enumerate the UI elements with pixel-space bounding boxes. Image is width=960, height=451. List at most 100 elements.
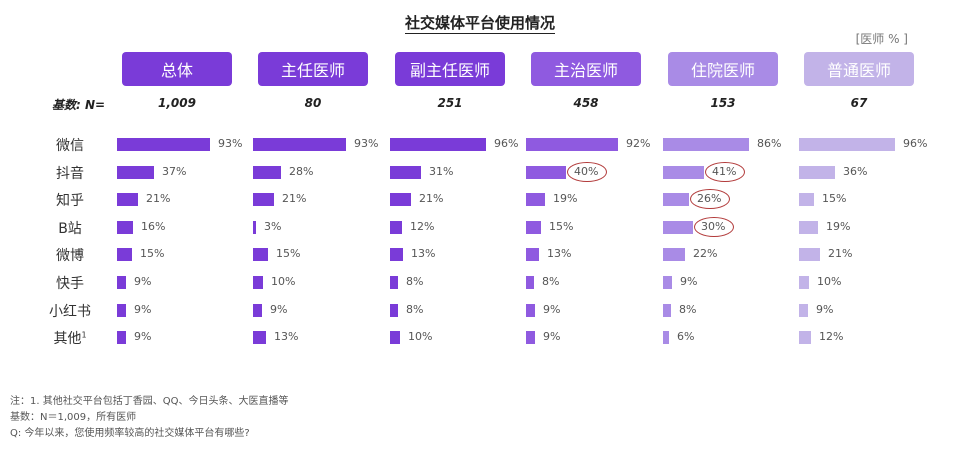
bar bbox=[663, 331, 669, 345]
bar bbox=[117, 193, 138, 207]
row-label: 抖音 bbox=[56, 165, 84, 182]
bar bbox=[117, 220, 133, 234]
bar bbox=[117, 248, 132, 262]
bar bbox=[253, 193, 274, 207]
bar bbox=[799, 248, 820, 262]
bar bbox=[117, 276, 126, 289]
footnote-mark: 1 bbox=[81, 330, 87, 340]
base-value: 251 bbox=[437, 96, 463, 110]
bar bbox=[526, 138, 618, 151]
bar bbox=[526, 165, 566, 179]
data-label: 21% bbox=[282, 192, 307, 206]
bar bbox=[117, 303, 126, 317]
bar bbox=[253, 331, 266, 345]
data-label: 36% bbox=[843, 164, 868, 178]
data-label: 9% bbox=[134, 275, 152, 288]
data-label: 12% bbox=[410, 219, 435, 233]
unit-label: [医师 % ] bbox=[855, 32, 908, 46]
data-label: 8% bbox=[542, 275, 560, 288]
group-header: 住院医师 bbox=[668, 52, 778, 86]
bar bbox=[117, 165, 154, 179]
data-label: 6% bbox=[677, 330, 695, 344]
base-value: 1,009 bbox=[158, 96, 196, 110]
bar bbox=[390, 165, 421, 179]
bar bbox=[799, 165, 835, 179]
data-label: 19% bbox=[826, 219, 851, 233]
data-label: 96% bbox=[494, 137, 519, 150]
row-label: 知乎 bbox=[56, 193, 84, 210]
bar bbox=[253, 220, 256, 234]
data-label: 10% bbox=[408, 330, 433, 344]
row-label: B站 bbox=[58, 220, 82, 237]
row-label: 小红书 bbox=[49, 303, 91, 320]
bar bbox=[117, 331, 126, 345]
data-label: 12% bbox=[819, 330, 844, 344]
data-label: 96% bbox=[903, 137, 928, 150]
highlight-circle bbox=[567, 161, 607, 182]
data-label: 8% bbox=[679, 302, 697, 316]
row-label: 微信 bbox=[56, 138, 84, 154]
bar bbox=[390, 220, 402, 234]
data-label: 86% bbox=[757, 137, 782, 150]
group-header: 普通医师 bbox=[804, 52, 914, 86]
data-label: 9% bbox=[543, 330, 561, 344]
data-label: 9% bbox=[680, 275, 698, 288]
highlight-circle bbox=[690, 189, 730, 210]
group-header: 主任医师 bbox=[258, 52, 368, 86]
row-label: 微博 bbox=[56, 248, 84, 265]
data-label: 13% bbox=[274, 330, 299, 344]
data-label: 13% bbox=[547, 247, 572, 261]
data-label: 10% bbox=[271, 275, 296, 288]
bar bbox=[390, 331, 400, 345]
data-label: 8% bbox=[406, 275, 424, 288]
data-label: 8% bbox=[406, 302, 424, 316]
highlight-circle bbox=[694, 216, 734, 237]
bar bbox=[799, 138, 895, 151]
data-label: 93% bbox=[218, 137, 243, 150]
bar bbox=[799, 303, 808, 317]
bar bbox=[390, 248, 403, 262]
bar bbox=[526, 331, 535, 345]
data-label: 22% bbox=[693, 247, 718, 261]
data-label: 15% bbox=[822, 192, 847, 206]
data-label: 21% bbox=[419, 192, 444, 206]
data-label: 28% bbox=[289, 164, 314, 178]
footnote-1: 注：1. 其他社交平台包括丁香园、QQ、今日头条、大医直播等 bbox=[10, 396, 289, 407]
data-label: 9% bbox=[270, 302, 288, 316]
row-label: 其他1 bbox=[53, 330, 87, 348]
bar bbox=[663, 193, 689, 207]
data-label: 13% bbox=[411, 247, 436, 261]
data-label: 21% bbox=[828, 247, 853, 261]
bar bbox=[663, 165, 704, 179]
data-label: 10% bbox=[817, 275, 842, 288]
bar bbox=[526, 193, 545, 207]
data-label: 19% bbox=[553, 192, 578, 206]
bar bbox=[663, 303, 671, 317]
bar bbox=[799, 276, 809, 289]
data-label: 3% bbox=[264, 219, 282, 233]
group-header: 副主任医师 bbox=[395, 52, 505, 86]
bar bbox=[390, 303, 398, 317]
bar bbox=[390, 193, 411, 207]
data-label: 15% bbox=[140, 247, 165, 261]
group-header: 主治医师 bbox=[531, 52, 641, 86]
bar bbox=[526, 220, 541, 234]
data-label: 93% bbox=[354, 137, 379, 150]
bar bbox=[799, 193, 814, 207]
data-label: 15% bbox=[276, 247, 301, 261]
bar bbox=[799, 331, 811, 345]
base-value: 458 bbox=[573, 96, 599, 110]
bar bbox=[663, 276, 672, 289]
data-label: 92% bbox=[626, 137, 651, 150]
bar bbox=[253, 248, 268, 262]
bar bbox=[663, 220, 693, 234]
base-label: 基数: N= bbox=[52, 98, 106, 112]
group-header: 总体 bbox=[122, 52, 232, 86]
bar bbox=[253, 276, 263, 289]
footnote-question: Q: 今年以来，您使用频率较高的社交媒体平台有哪些? bbox=[10, 428, 250, 439]
highlight-circle bbox=[705, 161, 745, 182]
data-label: 9% bbox=[543, 302, 561, 316]
bar bbox=[253, 165, 281, 179]
bar bbox=[526, 248, 539, 262]
data-label: 21% bbox=[146, 192, 171, 206]
